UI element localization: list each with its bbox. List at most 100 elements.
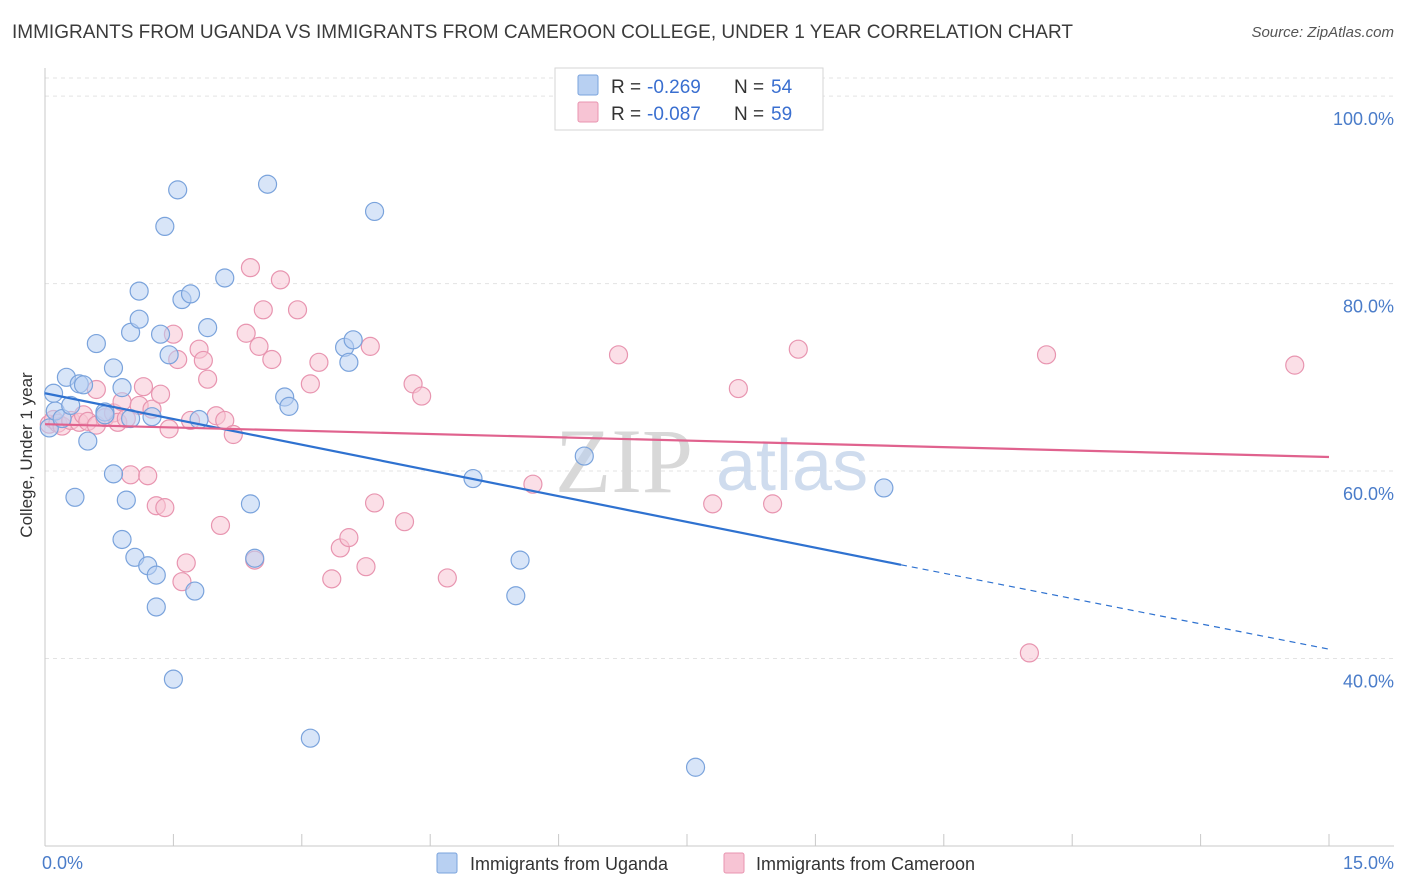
watermark-atlas: atlas [716,426,868,506]
uganda-point-47 [364,201,385,222]
legend-r-value-cameroon: -0.087 [647,104,701,125]
cameroon-point-46 [322,569,342,589]
cameroon-point-56 [523,474,543,494]
uganda-point-9 [78,431,98,451]
cameroon-point-41 [262,349,282,370]
uganda-point-21 [129,309,149,329]
legend-r-label-cameroon: R = [611,104,641,125]
uganda-point-39 [245,548,265,568]
y-tick-label-40: 40.0% [1343,672,1394,692]
cameroon-point-64 [1285,355,1305,375]
uganda-point-34 [185,581,205,601]
y-tick-label-80: 80.0% [1343,297,1394,317]
uganda-point-42 [279,396,299,416]
cameroon-point-63 [1036,345,1057,365]
cameroon-point-17 [133,377,154,397]
legend-n-label-uganda: N = [734,77,764,98]
uganda-point-14 [103,464,124,484]
cameroon-trend-line [44,423,1330,459]
uganda-trend-extension [900,564,1330,650]
bottom-legend-swatch-cameroon [723,852,745,874]
uganda-point-46 [343,330,363,350]
bottom-legend-label-uganda: Immigrants from Uganda [470,854,669,874]
cameroon-point-26 [172,572,192,592]
cameroon-point-60 [762,494,783,514]
bottom-legend-swatch-uganda [436,852,458,874]
cameroon-point-55 [437,568,457,588]
uganda-point-27 [150,324,171,344]
uganda-point-52 [685,757,706,777]
uganda-point-30 [163,669,183,689]
cameroon-point-61 [788,339,808,359]
cameroon-point-43 [287,300,308,320]
uganda-point-26 [146,597,166,617]
uganda-point-12 [95,405,115,425]
uganda-point-22 [129,281,149,301]
series-legend: Immigrants from Uganda Immigrants from C… [436,852,975,874]
uganda-point-5 [61,395,81,416]
legend-r-value-uganda: -0.269 [647,77,701,98]
source-label: Source: ZipAtlas.com [1251,24,1394,41]
legend-n-value-cameroon: 59 [771,104,792,125]
cameroon-point-15 [121,465,141,485]
gridlines [45,77,1394,660]
stats-legend-box [554,67,824,131]
uganda-point-36 [198,318,218,338]
y-tick-label-60: 60.0% [1343,484,1394,504]
uganda-point-45 [339,352,359,372]
cameroon-point-21 [150,384,171,404]
bottom-legend-label-cameroon: Immigrants from Cameroon [756,854,975,874]
uganda-point-43 [300,728,320,748]
cameroon-point-54 [412,386,432,406]
y-axis-label: College, Under 1 year [17,372,36,538]
uganda-point-16 [112,529,132,550]
uganda-point-31 [168,180,188,200]
cameroon-point-45 [309,352,329,372]
uganda-point-17 [116,490,136,510]
cameroon-point-51 [364,493,385,513]
uganda-point-8 [73,375,94,395]
uganda-point-13 [103,358,124,378]
cameroon-point-44 [300,374,320,394]
cameroon-point-57 [608,345,629,365]
legend-swatch-cameroon [577,101,599,123]
cameroon-point-50 [360,336,380,356]
cameroon-point-40 [253,300,273,320]
uganda-points [39,174,894,777]
uganda-point-33 [180,284,201,304]
cameroon-point-18 [138,466,158,486]
uganda-point-49 [506,586,526,606]
cameroon-point-22 [155,498,175,518]
uganda-point-6 [65,487,85,507]
legend-n-label-cameroon: N = [734,104,764,125]
uganda-point-38 [240,494,261,514]
cameroon-point-62 [1019,643,1040,663]
uganda-point-29 [159,345,179,365]
cameroon-point-59 [728,378,748,399]
x-tick-marks [44,834,1330,846]
uganda-point-40 [257,174,278,194]
stats-legend: R = -0.269 N = 54 R = -0.087 N = 59 [554,67,824,131]
axes [44,68,1394,847]
legend-r-label-uganda: R = [611,77,641,98]
x-tick-label-min: 0.0% [42,853,83,873]
uganda-point-50 [510,550,530,570]
cameroon-point-36 [236,323,256,343]
cameroon-point-48 [339,528,359,548]
cameroon-point-30 [193,350,213,371]
watermark-zip: ZIP [555,410,693,512]
cameroon-point-52 [394,512,415,532]
cameroon-point-27 [176,553,196,573]
legend-swatch-uganda [577,74,599,96]
chart-title: IMMIGRANTS FROM UGANDA VS IMMIGRANTS FRO… [12,22,1073,43]
uganda-point-53 [874,478,894,498]
trend-lines [44,392,1330,650]
uganda-point-10 [86,333,106,354]
cameroon-point-42 [270,270,290,290]
uganda-point-37 [215,268,235,288]
y-tick-label-100: 100.0% [1333,109,1394,129]
cameroon-point-33 [210,515,231,536]
uganda-point-25 [146,565,166,585]
cameroon-point-37 [240,258,261,278]
